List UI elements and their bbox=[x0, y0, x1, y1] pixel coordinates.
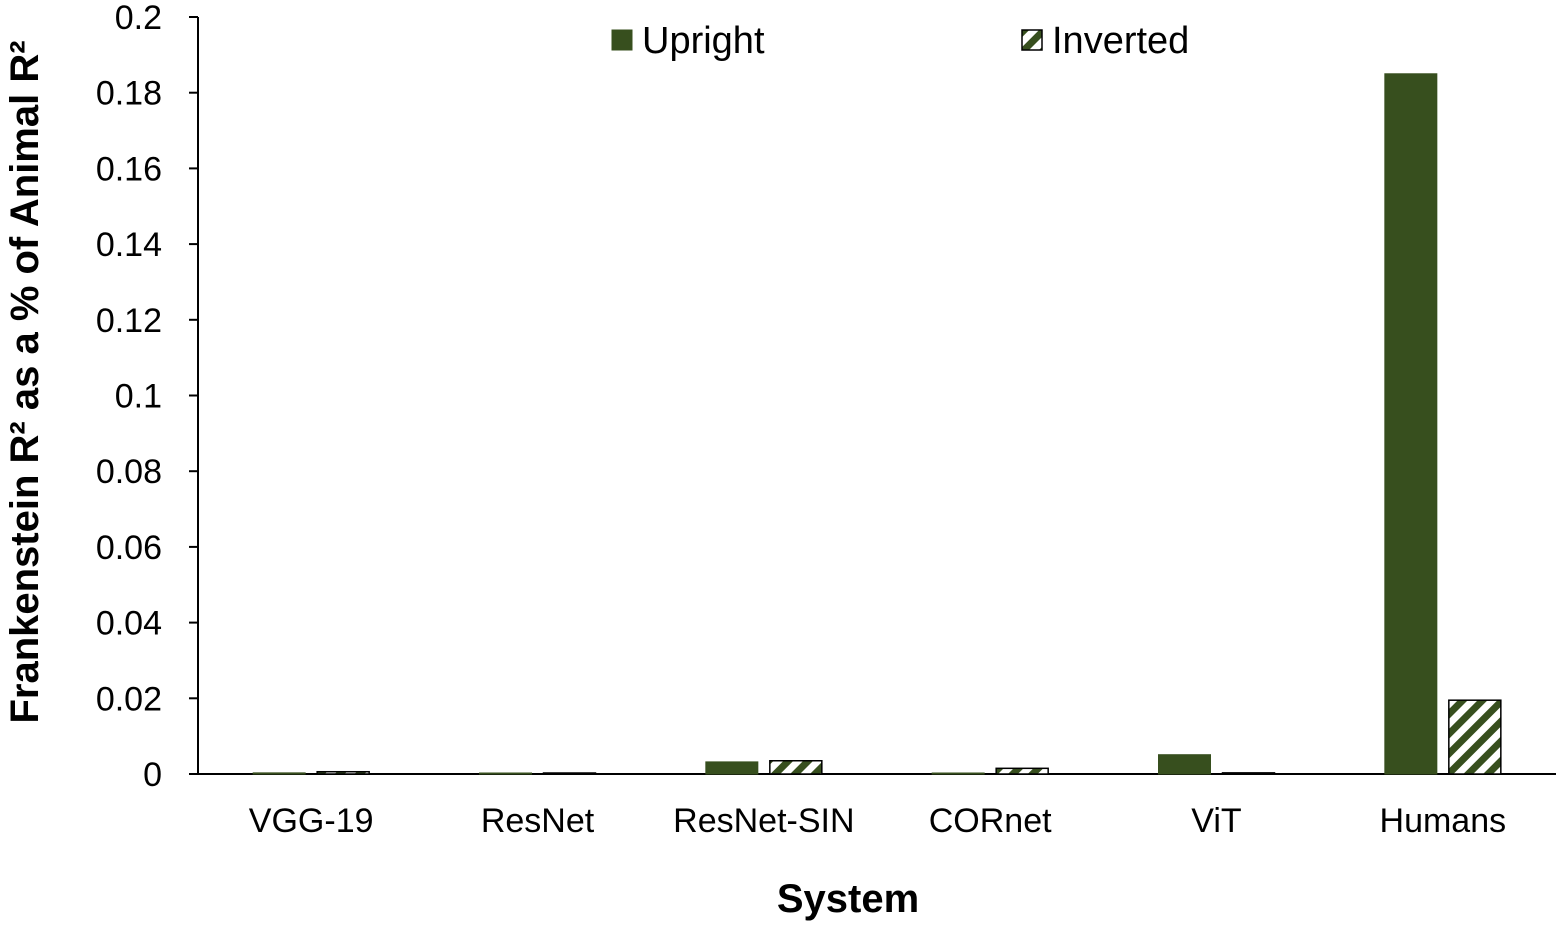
bar-upright-vgg-19 bbox=[252, 772, 306, 775]
bar-upright-vit bbox=[1158, 754, 1211, 775]
x-tick-label: CORnet bbox=[929, 802, 1052, 840]
legend-swatch-inverted bbox=[1021, 29, 1043, 51]
axes bbox=[189, 16, 1556, 775]
y-tick-label: 0.08 bbox=[96, 453, 162, 491]
bar-upright-resnet bbox=[479, 772, 532, 775]
y-tick-label: 0.06 bbox=[96, 529, 162, 567]
x-tick-label: Humans bbox=[1380, 802, 1507, 840]
bar-inverted-resnet bbox=[542, 772, 597, 775]
y-tick-label: 0.04 bbox=[96, 605, 162, 643]
y-tick-label: 0.02 bbox=[96, 680, 162, 718]
y-tick-label: 0.2 bbox=[115, 0, 162, 37]
y-tick-label: 0.14 bbox=[96, 226, 162, 264]
x-tick-label: ResNet bbox=[481, 802, 595, 840]
bar-inverted-vit bbox=[1221, 772, 1276, 775]
bar-inverted-vgg-19 bbox=[316, 770, 370, 775]
bar-inverted-resnet-sin bbox=[769, 760, 823, 775]
y-tick-label: 0 bbox=[143, 756, 162, 794]
y-axis-title: Frankenstein R² as a % of Animal R² bbox=[3, 40, 47, 723]
x-tick-label: ViT bbox=[1191, 802, 1241, 840]
bar-inverted-humans bbox=[1448, 699, 1502, 775]
bars bbox=[252, 73, 1502, 775]
x-tick-labels: VGG-19 ResNet ResNet-SIN CORnet ViT Humans bbox=[249, 802, 1506, 840]
bar-inverted-cornet bbox=[995, 767, 1049, 775]
legend-label-upright: Upright bbox=[642, 20, 765, 62]
bar-upright-humans bbox=[1384, 73, 1438, 775]
legend-swatch-upright bbox=[611, 29, 633, 51]
y-tick-label: 0.16 bbox=[96, 150, 162, 188]
y-tick-label: 0.1 bbox=[115, 378, 162, 416]
bar-upright-cornet bbox=[931, 772, 985, 775]
x-tick-label: VGG-19 bbox=[249, 802, 374, 840]
x-axis-title: System bbox=[777, 877, 919, 921]
bar-upright-resnet-sin bbox=[705, 761, 759, 775]
y-tick-label: 0.18 bbox=[96, 75, 162, 113]
y-tick-labels: 0 0.02 0.04 0.06 0.08 0.1 0.12 0.14 0.16 0.18 0.2 bbox=[96, 0, 162, 794]
legend: Upright Inverted bbox=[611, 20, 1189, 62]
y-tick-label: 0.12 bbox=[96, 302, 162, 340]
legend-label-inverted: Inverted bbox=[1052, 20, 1189, 62]
x-tick-label: ResNet-SIN bbox=[673, 802, 854, 840]
